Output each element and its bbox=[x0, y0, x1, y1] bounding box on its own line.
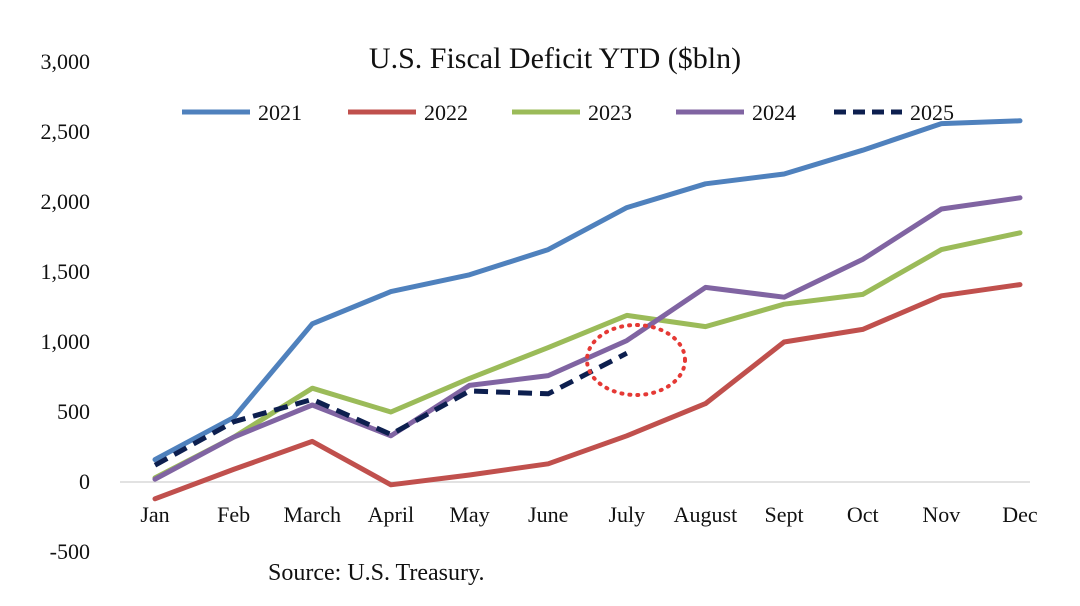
x-tick-label-jan: Jan bbox=[140, 502, 169, 527]
x-tick-label-august: August bbox=[674, 502, 738, 527]
x-tick-label-july: July bbox=[608, 502, 645, 527]
x-tick-label-may: May bbox=[449, 502, 489, 527]
july-highlight-circle bbox=[585, 323, 687, 397]
legend-label-2023: 2023 bbox=[588, 100, 632, 125]
x-tick-label-oct: Oct bbox=[847, 502, 879, 527]
legend: 2021 2022 2023 2024 2025 bbox=[182, 100, 954, 125]
legend-label-2025: 2025 bbox=[910, 100, 954, 125]
x-tick-label-sept: Sept bbox=[765, 502, 804, 527]
x-tick-label-april: April bbox=[368, 502, 414, 527]
y-tick-label-2-500: 2,500 bbox=[41, 119, 91, 144]
chart-title: U.S. Fiscal Deficit YTD ($bln) bbox=[369, 42, 741, 75]
series-lines bbox=[152, 118, 1023, 502]
y-tick-label-1-000: 1,000 bbox=[41, 329, 91, 354]
y-tick-label-500: 500 bbox=[57, 399, 90, 424]
x-axis: Jan Feb March April May June July August Sept Oct… bbox=[140, 502, 1038, 527]
legend-label-2021: 2021 bbox=[258, 100, 302, 125]
source-note: Source: U.S. Treasury. bbox=[268, 560, 484, 586]
y-tick-label-500: -500 bbox=[50, 539, 90, 564]
legend-item-2021: 2021 bbox=[182, 100, 302, 125]
series-2024 bbox=[152, 195, 1023, 482]
series-2025 bbox=[153, 350, 628, 468]
line-2022 bbox=[152, 282, 1023, 502]
x-tick-label-feb: Feb bbox=[217, 502, 250, 527]
legend-item-2025: 2025 bbox=[834, 100, 954, 125]
legend-item-2023: 2023 bbox=[512, 100, 632, 125]
x-tick-label-march: March bbox=[284, 502, 341, 527]
y-tick-label-3-000: 3,000 bbox=[41, 49, 91, 74]
x-tick-label-nov: Nov bbox=[922, 502, 960, 527]
legend-item-2022: 2022 bbox=[348, 100, 468, 125]
series-2021 bbox=[152, 118, 1023, 463]
y-tick-label-2-000: 2,000 bbox=[41, 189, 91, 214]
line-2023 bbox=[152, 230, 1023, 481]
line-2021 bbox=[152, 118, 1023, 463]
y-tick-label-0: 0 bbox=[79, 469, 90, 494]
y-axis: -500 0 500 1,000 1,500 2,000 2,500 3,000 bbox=[41, 49, 91, 564]
y-tick-label-1-500: 1,500 bbox=[41, 259, 91, 284]
x-tick-label-dec: Dec bbox=[1002, 502, 1038, 527]
x-tick-label-june: June bbox=[528, 502, 568, 527]
legend-item-2024: 2024 bbox=[676, 100, 796, 125]
legend-label-2022: 2022 bbox=[424, 100, 468, 125]
line-2024 bbox=[152, 195, 1023, 482]
legend-label-2024: 2024 bbox=[752, 100, 796, 125]
line-2025 bbox=[153, 350, 628, 468]
series-2022 bbox=[152, 282, 1023, 502]
